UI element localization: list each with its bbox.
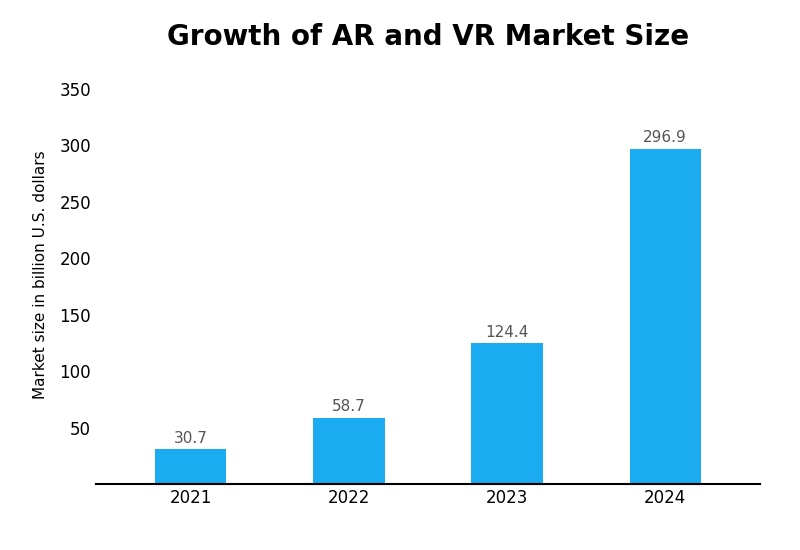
Bar — [155, 449, 226, 484]
Bar — [314, 417, 385, 484]
Text: 58.7: 58.7 — [332, 399, 366, 414]
Y-axis label: Market size in billion U.S. dollars: Market size in billion U.S. dollars — [34, 151, 49, 399]
Bar — [630, 148, 701, 484]
Text: 124.4: 124.4 — [486, 325, 529, 340]
Text: 296.9: 296.9 — [643, 130, 687, 145]
Text: 30.7: 30.7 — [174, 431, 208, 446]
Bar — [471, 343, 542, 484]
Title: Growth of AR and VR Market Size: Growth of AR and VR Market Size — [167, 23, 689, 51]
